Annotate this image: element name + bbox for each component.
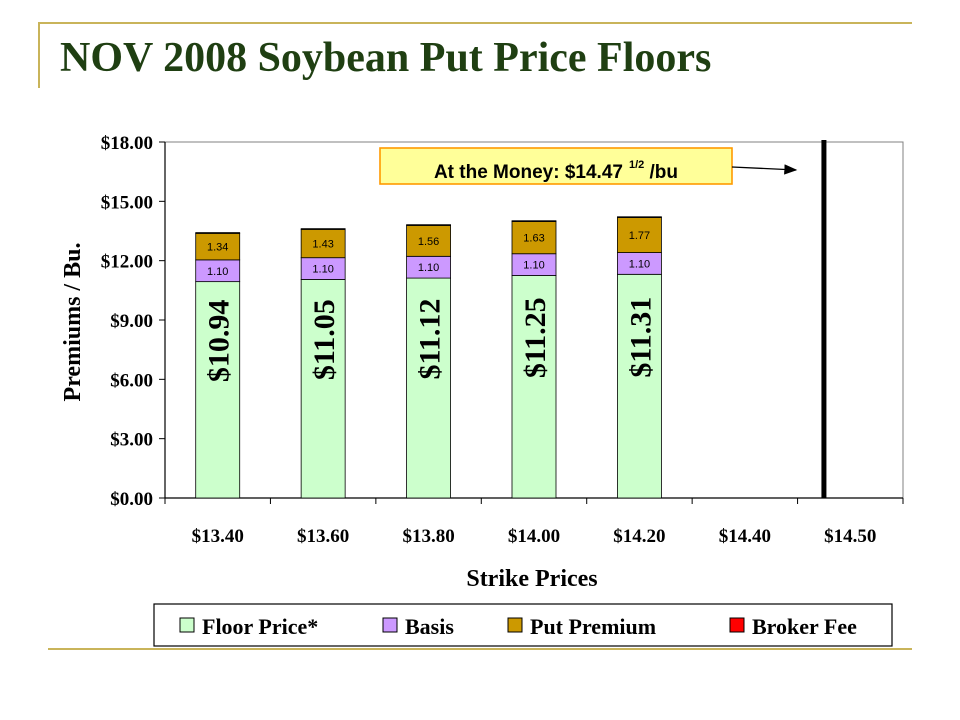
basis-label: 1.10 <box>418 262 439 274</box>
svg-text:At the Money: $14.471/2 /bu: At the Money: $14.47 1/2 /bu <box>434 159 678 183</box>
bar-put-premium <box>300 229 346 259</box>
title-accent-horizontal <box>38 22 912 24</box>
annotation-box <box>379 147 733 185</box>
legend-swatch <box>507 617 523 633</box>
x-tick-label: $14.20 <box>613 526 665 547</box>
y-tick-label: $15.00 <box>101 192 153 213</box>
bar-broker-fee <box>300 228 346 230</box>
annotation-arrow <box>731 164 798 175</box>
legend-label: Floor Price* <box>202 614 318 639</box>
x-tick-label: $13.80 <box>402 526 454 547</box>
basis-label: 1.10 <box>523 260 544 272</box>
legend-label: Broker Fee <box>752 614 857 639</box>
x-tick-label: $14.40 <box>719 526 771 547</box>
legend-label: Put Premium <box>530 614 656 639</box>
x-axis-label: Strike Prices <box>466 566 597 592</box>
legend-swatch <box>382 617 398 633</box>
y-tick-label: $3.00 <box>110 430 153 451</box>
floor-price-label: $11.12 <box>414 299 447 380</box>
x-tick-label: $14.00 <box>508 526 560 547</box>
x-tick-label: $14.50 <box>824 526 876 547</box>
y-tick-label: $9.00 <box>110 311 153 332</box>
title-accent-vertical <box>38 22 40 88</box>
bar-put-premium <box>511 221 557 255</box>
y-tick-label: $12.00 <box>101 252 153 273</box>
bar-put-premium <box>406 225 451 257</box>
annotation-superscript: 1/2 <box>629 159 644 171</box>
put-premium-label: 1.77 <box>629 230 650 242</box>
bar-floor-price <box>617 273 662 499</box>
bar-floor-price <box>406 277 451 499</box>
put-premium-label: 1.34 <box>207 242 228 254</box>
y-tick-label: $6.00 <box>110 370 153 391</box>
bar-broker-fee <box>406 224 451 226</box>
legend: Floor Price* Basis Put Premium Broker Fee <box>153 603 893 647</box>
legend-swatch <box>729 617 745 633</box>
y-tick-label: $18.00 <box>101 133 153 154</box>
bar-put-premium <box>617 217 662 253</box>
y-tick-label: $0.00 <box>110 489 153 510</box>
annotation-callout: At the Money: $14.47 1/2 /bu <box>379 147 733 185</box>
x-tick-label: $13.40 <box>192 526 244 547</box>
floor-price-label: $11.05 <box>308 299 341 380</box>
floor-price-label: $10.94 <box>203 300 236 383</box>
basis-label: 1.10 <box>312 264 333 276</box>
bar-put-premium <box>195 232 241 261</box>
footer-divider <box>48 648 912 650</box>
bar-floor-price <box>300 279 346 499</box>
basis-label: 1.10 <box>629 258 650 270</box>
put-premium-label: 1.56 <box>418 236 439 248</box>
floor-price-label: $11.25 <box>519 297 552 378</box>
y-axis-label: Premiums / Bu. <box>60 243 86 402</box>
annotation-text: At the Money: $14.47 <box>434 162 623 183</box>
legend-frame <box>153 603 893 647</box>
bar-broker-fee <box>511 220 557 222</box>
legend-label: Basis <box>405 614 454 639</box>
put-premium-label: 1.43 <box>312 239 333 251</box>
x-tick-label: $13.60 <box>297 526 349 547</box>
annotation-suffix: /bu <box>644 162 678 183</box>
bar-broker-fee <box>195 232 241 234</box>
put-premium-label: 1.63 <box>523 233 544 245</box>
bar-floor-price <box>195 281 241 499</box>
basis-label: 1.10 <box>207 266 228 278</box>
bar-broker-fee <box>617 216 662 218</box>
legend-swatch <box>179 617 195 633</box>
floor-price-label: $11.31 <box>624 297 657 378</box>
slide-title: NOV 2008 Soybean Put Price Floors <box>60 35 712 81</box>
